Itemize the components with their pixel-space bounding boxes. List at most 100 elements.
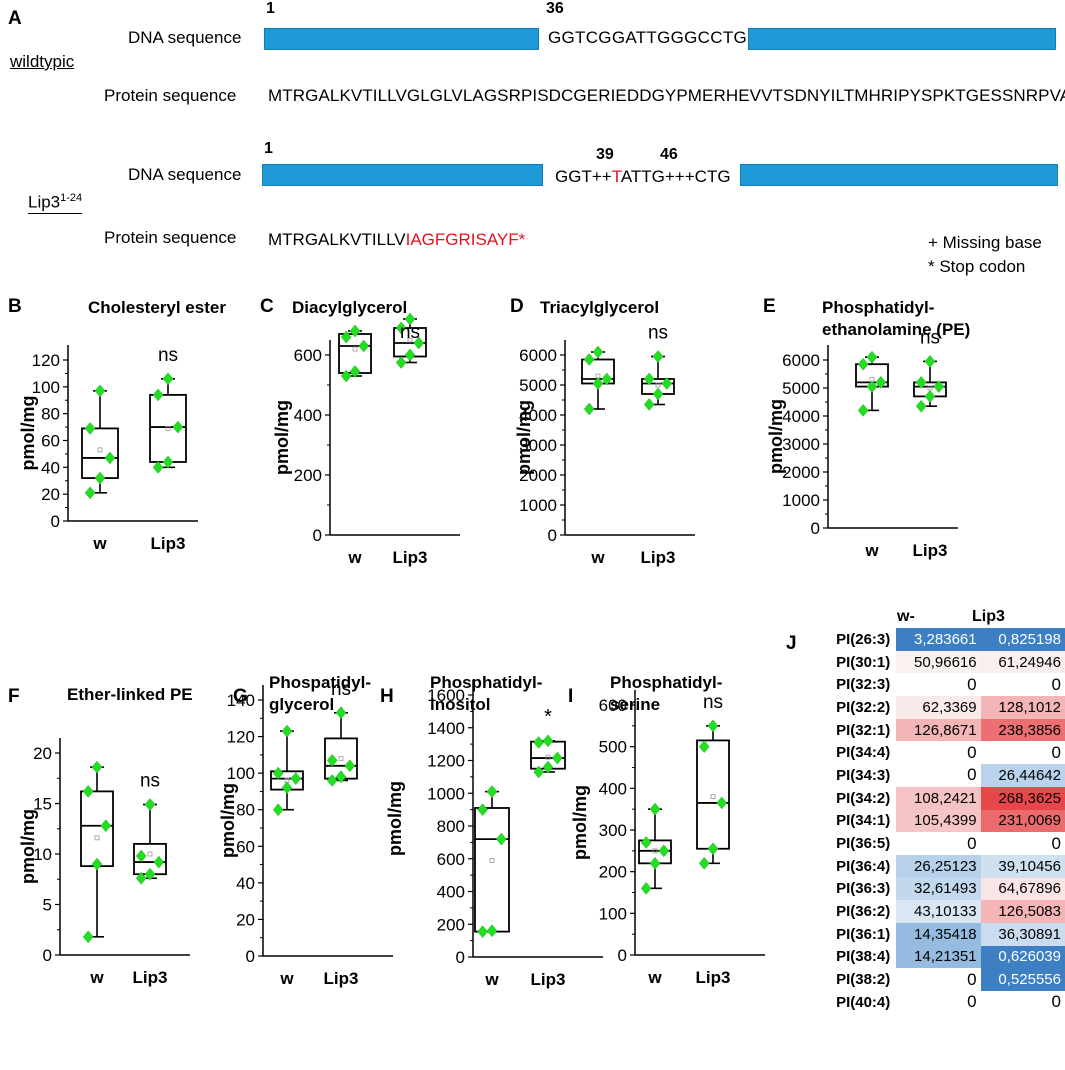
box-mean-marker [545, 754, 551, 760]
heat-row: PI(38:2) 0 0,525556 [811, 968, 1065, 991]
data-point [100, 819, 112, 833]
box-mean-marker [652, 848, 658, 854]
chart-phosphatidylserine: IPhosphatidyl-serine0100200300400500600p… [568, 673, 765, 987]
y-tick-label: 600 [437, 850, 465, 869]
chart-phosphatidylinositol: H Phosphatidyl-inositol 0 200 400 600 800 1000 1… [380, 673, 603, 989]
heat-cell: 0 [980, 741, 1065, 765]
mut-group-sup: 1-24 [60, 192, 83, 204]
significance-label: ns [703, 692, 723, 713]
heat-row: PI(36:2) 43,10133 126,5083 [811, 900, 1065, 923]
y-tick-label: 20 [33, 744, 52, 763]
y-axis-label: pmol/mg [570, 785, 590, 860]
x-category-label: w [590, 548, 605, 567]
box-Lip3 [149, 372, 187, 474]
box-Lip3 [641, 350, 675, 411]
data-point [326, 753, 338, 767]
heat-row-label: PI(32:3) [836, 676, 891, 694]
chart-title-line: Phosphatidyl- [430, 673, 542, 692]
data-point [707, 719, 719, 733]
data-point [152, 460, 164, 474]
y-tick-label: 400 [599, 779, 627, 798]
chart-title-line: Phosphatidyl- [610, 673, 722, 692]
chart-title-line: inositol [430, 695, 490, 714]
box-w [581, 345, 615, 416]
wt-pos-1: 1 [266, 0, 275, 17]
y-tick-label: 400 [294, 406, 322, 425]
y-tick-label: 2000 [782, 463, 820, 482]
chart-title-H: H Phosphatidyl-inositol [380, 673, 542, 714]
heat-cell: 32,61493 [896, 877, 981, 901]
y-tick-label: 5000 [782, 379, 820, 398]
box-mean-marker [407, 337, 413, 343]
data-point [94, 384, 106, 398]
y-tick-label: 200 [294, 466, 322, 485]
y-tick-label: 200 [599, 863, 627, 882]
data-point [94, 471, 106, 485]
heat-row: PI(34:4) 0 0 [811, 741, 1065, 765]
x-category-label: w [92, 534, 107, 553]
heat-row: PI(34:3) 0 26,44642 [811, 764, 1065, 787]
heat-row: PI(34:1) 105,4399 231,0069 [811, 809, 1065, 833]
box-mean-marker [710, 794, 716, 800]
box-w [81, 384, 119, 500]
heat-cell: 36,30891 [980, 922, 1065, 946]
heat-cell: 0 [896, 991, 981, 1014]
mut-dna-inserted-base: T [611, 167, 621, 186]
heat-cell: 0 [980, 832, 1065, 855]
heat-cell: 50,96616 [896, 650, 981, 674]
x-category-label: w [647, 968, 662, 987]
data-point [395, 321, 407, 335]
heat-row-label: PI(36:5) [836, 835, 891, 853]
wt-dna-mid: GGTCGGATTGGGCCTG [548, 28, 748, 47]
mut-dna-bar-right [740, 164, 1058, 186]
y-tick-label: 200 [437, 915, 465, 934]
chart-title-line: Diacylglycerol [292, 298, 407, 317]
data-point [643, 372, 655, 386]
wt-protein-label: Protein sequence [104, 86, 237, 105]
heat-cell: 61,24946 [980, 650, 1065, 674]
heat-row-label: PI(36:1) [836, 925, 891, 943]
y-tick-label: 1200 [427, 752, 465, 771]
box-Lip3 [913, 355, 947, 413]
chart-title-line: Triacylglycerol [540, 298, 659, 317]
y-tick-label: 1000 [782, 491, 820, 510]
mut-pos-39: 39 [596, 146, 614, 163]
heat-row: PI(40:4) 0 0 [811, 991, 1065, 1014]
y-tick-label: 100 [227, 764, 255, 783]
significance-label: * [544, 706, 552, 728]
y-tick-label: 1600 [427, 686, 465, 705]
y-tick-label: 6000 [519, 346, 557, 365]
box-mean-marker [489, 857, 495, 863]
heat-cell: 43,10133 [896, 900, 981, 923]
data-point [326, 774, 338, 787]
y-tick-label: 0 [548, 526, 557, 545]
y-tick-label: 0 [313, 526, 322, 545]
data-point [404, 312, 416, 326]
chart-title-line: glycerol [269, 695, 334, 714]
y-tick-label: 800 [437, 817, 465, 836]
heat-cell: 238,3856 [980, 718, 1065, 742]
panel-letter-D: D [510, 296, 524, 317]
data-point [272, 803, 284, 817]
data-point [707, 842, 719, 856]
data-point [135, 849, 147, 863]
box-w [80, 760, 114, 944]
data-point [649, 856, 661, 870]
heat-cell: 0 [896, 741, 981, 765]
data-point [162, 372, 174, 386]
y-tick-label: 1000 [427, 784, 465, 803]
panel-letter-I: I [568, 686, 573, 707]
data-point [84, 422, 96, 435]
x-category-label: Lip3 [393, 548, 428, 567]
y-tick-label: 600 [294, 346, 322, 365]
mut-protein-normal: MTRGALKVTILLV [268, 230, 406, 249]
data-point [486, 785, 498, 799]
data-point [640, 881, 652, 895]
heat-row-label: PI(40:4) [836, 993, 891, 1011]
heat-row: PI(32:3) 0 0 [811, 673, 1065, 697]
data-point [857, 404, 869, 417]
wt-protein-seq: MTRGALKVTILLVGLGLVLAGSRPISDCGERIEDDGYPME… [268, 86, 1065, 105]
legend-stop-codon: * Stop codon [928, 257, 1026, 276]
heat-row-label: PI(34:2) [836, 789, 891, 807]
mut-dna-label: DNA sequence [128, 165, 242, 184]
